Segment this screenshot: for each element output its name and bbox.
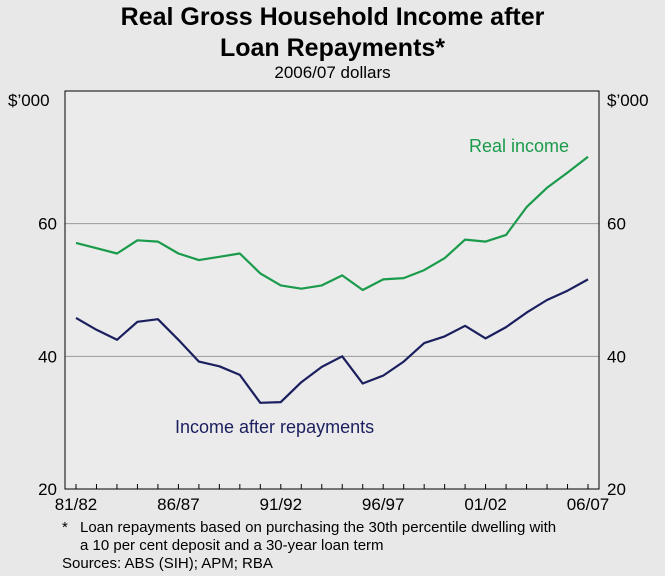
x-tick-label-1: 86/87 <box>157 495 200 514</box>
chart-title-line2: Loan Repayments* <box>219 34 446 62</box>
plot-frame <box>64 90 600 490</box>
x-tick-label-3: 96/97 <box>362 495 405 514</box>
footnote-line2: a 10 per cent deposit and a 30-year loan… <box>80 537 384 554</box>
y-unit-right: $’000 <box>607 91 649 110</box>
y-tick-right-40: 40 <box>607 347 626 366</box>
x-tick-label-0: 81/82 <box>55 495 98 514</box>
x-tick-label-4: 01/02 <box>464 495 507 514</box>
sources-note: Sources: ABS (SIH); APM; RBA <box>62 555 273 572</box>
y-tick-left-20: 20 <box>38 480 57 499</box>
footnote-line1: Loan repayments based on purchasing the … <box>80 519 557 536</box>
axis-ticks <box>75 484 589 489</box>
gridlines <box>65 223 599 357</box>
y-tick-left-40: 40 <box>38 347 57 366</box>
chart-subtitle: 2006/07 dollars <box>274 63 391 82</box>
x-tick-label-5: 06/07 <box>567 495 610 514</box>
annotation-income-after-repayments: Income after repayments <box>175 417 374 437</box>
chart-title-line1: Real Gross Household Income after <box>120 3 545 31</box>
y-tick-left-60: 60 <box>38 215 57 234</box>
series-lines <box>75 155 589 404</box>
footnote-marker: * <box>62 519 68 536</box>
axis-labels: 20 20 40 40 60 60 $’000 $’000 81/82 86/87 91/92 96/… <box>8 91 649 514</box>
chart-title: Real Gross Household Income after Loan R… <box>0 2 665 64</box>
annotation-real-income: Real income <box>469 136 569 156</box>
y-tick-right-60: 60 <box>607 215 626 234</box>
x-tick-label-2: 91/92 <box>260 495 303 514</box>
plot-area <box>65 91 599 489</box>
series-line-0 <box>75 155 589 292</box>
y-tick-right-20: 20 <box>607 480 626 499</box>
series-line-1 <box>75 278 589 404</box>
y-unit-left: $’000 <box>8 91 50 110</box>
